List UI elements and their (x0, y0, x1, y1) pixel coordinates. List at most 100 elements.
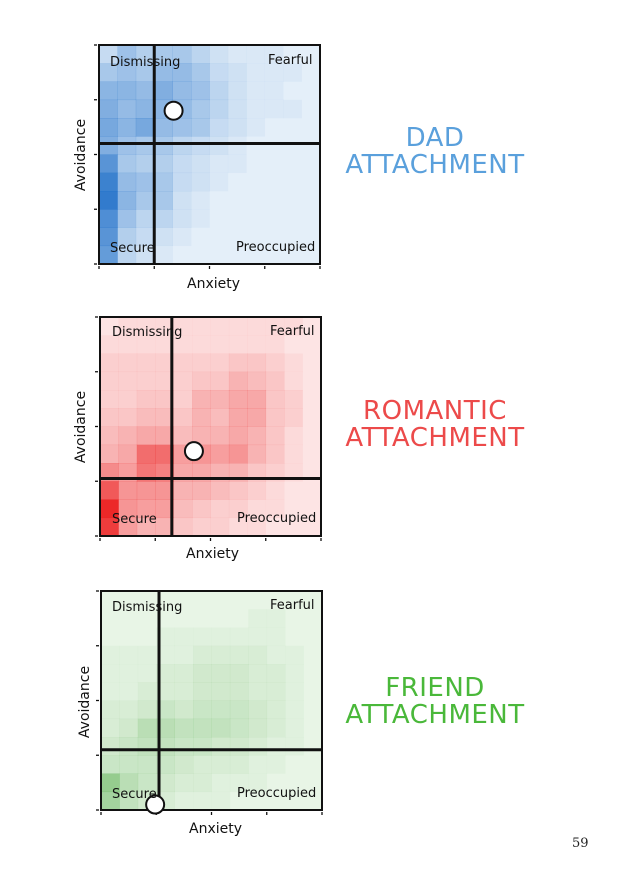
heatmap-cell (137, 773, 157, 793)
heatmap-cell (193, 627, 212, 647)
heatmap-cell (173, 390, 193, 409)
heatmap-plot-dad (94, 44, 321, 269)
heatmap-cell (100, 481, 119, 500)
heatmap-cell (248, 627, 268, 647)
heatmap-cell (100, 444, 119, 464)
heatmap-cell (135, 81, 155, 101)
heatmap-cell (154, 45, 173, 64)
heatmap-cell (284, 408, 303, 427)
heatmap-cell (248, 700, 268, 720)
heatmap-cell (247, 463, 267, 482)
heatmap-cell (117, 245, 137, 265)
heatmap-cell (117, 154, 137, 174)
heatmap-cell (118, 463, 138, 482)
heatmap-cell (117, 172, 137, 192)
heatmap-cell (284, 317, 303, 336)
plot-background (100, 317, 321, 536)
heatmap-cell (155, 317, 174, 336)
heatmap-cell (135, 227, 155, 247)
heatmap-cell (228, 390, 248, 409)
heatmap-cell (264, 63, 284, 82)
heatmap-cell (173, 317, 193, 336)
plot-background (99, 45, 320, 264)
heatmap-cell (211, 664, 231, 683)
heatmap-cell (192, 517, 211, 537)
quadrant-label-preoccupied: Preoccupied (237, 786, 317, 801)
heatmap-cell (154, 136, 173, 155)
heatmap-cell (192, 408, 211, 427)
heatmap-cell (172, 172, 192, 192)
heatmap-cell (229, 682, 249, 701)
heatmap-cell (227, 99, 247, 119)
heatmap-cell (156, 682, 175, 701)
heatmap-cell (136, 481, 156, 500)
heatmap-cell (247, 408, 267, 427)
heatmap-cell (117, 45, 137, 64)
heatmap-cell (247, 444, 267, 464)
heatmap-cell (266, 609, 286, 628)
heatmap-cell (118, 353, 138, 373)
heatmap-cell (193, 645, 212, 665)
heatmap-cell (172, 227, 192, 247)
heatmap-cell (156, 755, 175, 774)
heatmap-cell (174, 773, 194, 793)
heatmap-cell (283, 99, 302, 119)
heatmap-cell (99, 227, 118, 247)
heatmap-cell (211, 755, 231, 774)
heatmap-cell (117, 63, 137, 82)
heatmap-cell (191, 63, 210, 82)
plot-background (101, 591, 322, 810)
heatmap-cell (229, 737, 249, 756)
heatmap-cell (248, 645, 268, 665)
heatmap-cell (135, 191, 155, 210)
heatmap-cell (155, 463, 174, 482)
heatmap-cell (136, 463, 156, 482)
heatmap-cell (248, 609, 268, 628)
heatmap-cell (285, 700, 304, 720)
heatmap-cell (191, 45, 210, 64)
heatmap-cell (100, 426, 119, 446)
heatmap-cell (99, 245, 118, 265)
heatmap-cell (135, 99, 155, 119)
plot-frame (100, 590, 323, 811)
heatmap-cell (193, 755, 212, 774)
heatmap-cell (135, 154, 155, 174)
heatmap-cell (210, 499, 230, 519)
heatmap-cell (228, 408, 248, 427)
quadrant-label-dismissing: Dismissing (112, 600, 183, 615)
heatmap-cell (118, 499, 138, 519)
heatmap-cell (117, 136, 137, 155)
heatmap-cell (266, 627, 286, 647)
heatmap-cell (118, 371, 138, 391)
heatmap-cell (174, 627, 194, 647)
heatmap-cell (227, 81, 247, 101)
heatmap-cell (155, 481, 174, 500)
heatmap-cell (101, 737, 120, 756)
heatmap-cell (211, 645, 231, 665)
chart-title-friend: FRIEND ATTACHMENT (340, 675, 530, 729)
heatmap-cell (119, 755, 139, 774)
heatmap-cell (247, 517, 267, 537)
heatmap-cell (173, 335, 193, 354)
chart-title-line2: ATTACHMENT (345, 423, 525, 453)
chart-title-line2: ATTACHMENT (345, 150, 525, 180)
heatmap-cell (247, 481, 267, 500)
heatmap-cell (173, 426, 193, 446)
heatmap-cell (283, 63, 302, 82)
heatmap-cell (154, 118, 173, 137)
heatmap-cell (99, 99, 118, 119)
chart-title-line2: ATTACHMENT (345, 700, 525, 730)
chart-panel-friend: Avoidance Anxiety Dismissing Fearful Sec… (0, 0, 624, 837)
heatmap-cell (99, 63, 118, 82)
heatmap-cell (266, 755, 286, 774)
heatmap-cell (247, 426, 267, 446)
heatmap-cell (248, 664, 268, 683)
heatmap-cell (137, 718, 157, 738)
heatmap-cell (137, 700, 157, 720)
heatmap-cell (227, 45, 247, 64)
heatmap-cell (192, 335, 211, 354)
heatmap-cell (172, 154, 192, 174)
heatmap-cell (265, 335, 285, 354)
heatmap-cell (191, 81, 210, 101)
heatmap-cell (135, 136, 155, 155)
